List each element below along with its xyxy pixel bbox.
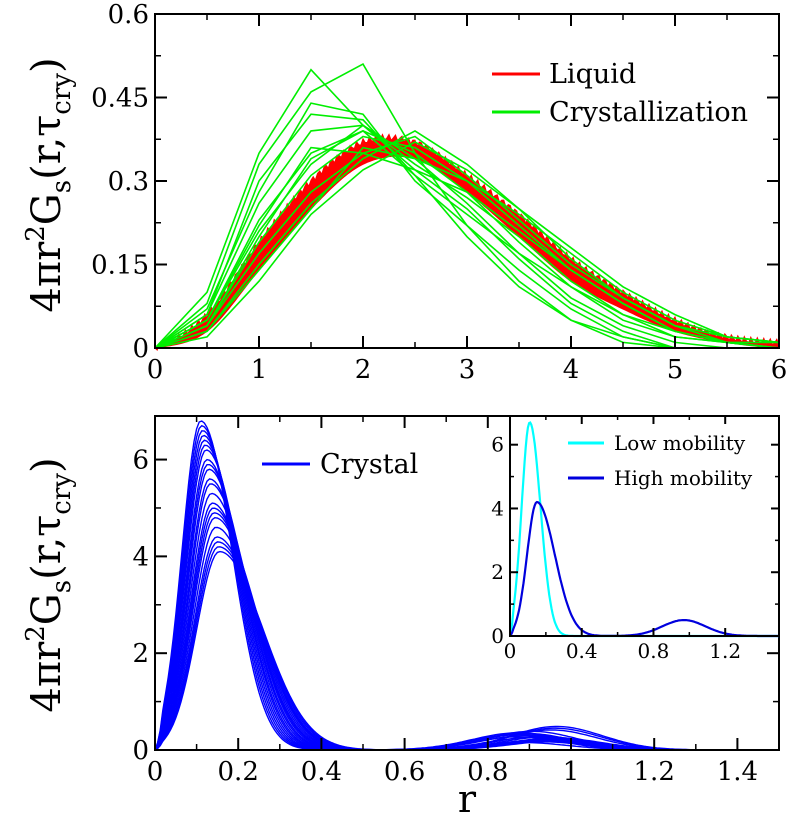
inset-y-tick-label: 2 [491,560,504,584]
top-x-tick-label: 3 [459,355,476,385]
ylabel-sup: 2 [21,625,51,642]
top-x-tick-label: 5 [667,355,684,385]
ylabel-args: (r,τ [24,115,70,180]
ylabel-args: (r,τ [24,515,70,580]
bottom-x-tick-label: 1.4 [717,757,758,787]
ylabel-sup: 2 [21,225,51,242]
crystallization-series-line [154,135,779,349]
crystallization-series-line [154,135,780,349]
legend-crystal-label: Crystal [320,449,418,480]
ylabel-argsub: cry [47,473,77,515]
bottom-x-tick-label: 0.2 [218,757,259,787]
legend-liquid-label: Liquid [549,59,636,90]
top-y-tick-label: 0.45 [91,84,149,114]
top-axes: 0 1 2 3 4 5 6 0 0.15 0.3 0.45 0.6 [91,0,787,385]
inset-frame [509,415,780,637]
top-x-tick-label: 2 [355,355,372,385]
bottom-x-tick-label: 0.4 [301,757,342,787]
top-x-tick-label: 1 [251,355,268,385]
crystallization-series-line [154,113,779,349]
inset-x-tick-label: 0 [504,639,517,663]
ylabel-g: G [24,593,70,625]
top-y-tick-label: 0.6 [108,0,149,30]
inset-y-tick-label: 6 [491,433,504,457]
ylabel-close: ) [24,57,70,73]
top-x-tick-label: 4 [563,355,580,385]
inset-legend: Low mobility High mobility [568,431,753,490]
inset-axes: 0 0.4 0.8 1.2 0 2 4 6 [491,416,779,663]
bottom-legend: Crystal [262,449,418,480]
legend-crystallization-label: Crystallization [549,97,748,128]
bottom-x-tick-label: 1 [563,757,580,787]
legend-low-mobility-label: Low mobility [614,431,746,455]
inset-y-tick-label: 4 [491,496,504,520]
top-y-axis-label: 4πr2Gs(r,τcry) [21,57,77,312]
inset-x-tick-label: 1.2 [709,639,741,663]
ylabel-argsub: cry [47,73,77,115]
liquid-band [153,133,780,352]
bottom-x-tick-label: 1.2 [634,757,675,787]
crystallization-series-line [154,146,780,349]
inset-x-tick-label: 0.8 [638,639,670,663]
crystallization-series-line [154,146,780,349]
bottom-x-tick-label: 0.6 [384,757,425,787]
top-y-tick-label: 0.15 [91,251,149,281]
inset-y-tick-label: 0 [491,624,504,648]
top-y-tick-label: 0 [132,334,149,364]
ylabel-gsub: s [47,580,77,593]
bottom-x-tick-label: 0 [147,757,164,787]
bottom-x-tick-label: 0.8 [467,757,508,787]
top-y-tick-label: 0.3 [108,167,149,197]
top-legend: Liquid Crystallization [492,59,748,128]
bottom-axes: 0 0.2 0.4 0.6 0.8 1 1.2 1.4 0 2 4 6 [132,416,779,787]
bottom-y-tick-label: 4 [132,542,149,572]
top-x-tick-label: 0 [147,355,164,385]
crystallization-series-line [154,129,780,349]
bottom-y-tick-label: 6 [132,446,149,476]
inset-x-tick-label: 0.4 [566,639,598,663]
top-plot-area [153,63,780,352]
ylabel-close: ) [24,457,70,473]
ylabel-base: 4πr [24,241,70,313]
ylabel-g: G [24,193,70,225]
inset-background [510,416,779,636]
crystallization-series-line [154,141,780,349]
bottom-y-axis-label: 4πr2Gs(r,τcry) [21,457,77,712]
inset-chart: 0 0.4 0.8 1.2 0 2 4 6 Low mobility High mobilit… [491,415,780,663]
ylabel-base: 4πr [24,641,70,713]
top-panel: 0 1 2 3 4 5 600.150.30.450.6 4πr2Gs(r,τcry) Li… [21,0,787,385]
bottom-y-tick-label: 0 [132,736,149,766]
bottom-x-axis-label: r [458,777,477,819]
ylabel-gsub: s [47,180,77,193]
top-x-tick-label: 6 [771,355,788,385]
bottom-y-tick-label: 2 [132,639,149,669]
legend-high-mobility-label: High mobility [614,466,753,490]
